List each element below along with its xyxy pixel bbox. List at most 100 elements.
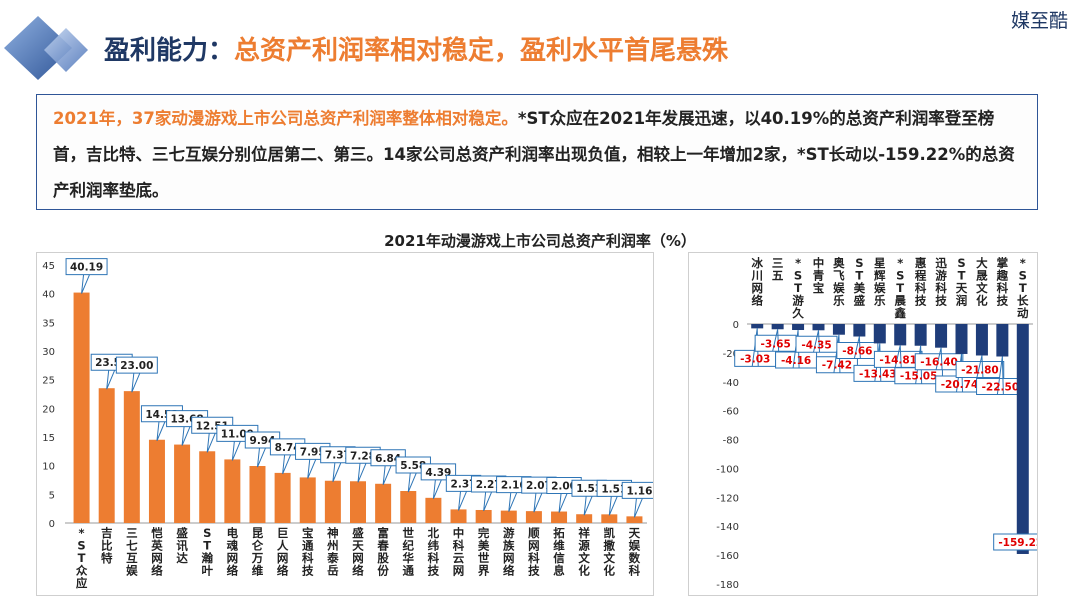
data-label: 7.95 bbox=[300, 446, 326, 458]
data-label: -3.03 bbox=[740, 353, 770, 365]
x-tick-label: 世纪华通 bbox=[403, 526, 415, 578]
data-label: 8.74 bbox=[275, 442, 301, 454]
bar bbox=[1016, 324, 1029, 554]
bar bbox=[955, 324, 968, 354]
bar bbox=[894, 324, 907, 346]
x-tick-label: 祥源文化 bbox=[577, 526, 590, 578]
y-tick-label: -60 bbox=[723, 407, 739, 418]
data-label-box bbox=[621, 481, 653, 518]
bar bbox=[935, 324, 948, 348]
x-tick-label: 冰川网络 bbox=[750, 256, 763, 308]
data-label: -8.66 bbox=[842, 346, 872, 358]
y-tick-label: -40 bbox=[723, 378, 739, 389]
data-label: 1.16 bbox=[626, 485, 652, 497]
y-tick-label: 10 bbox=[42, 462, 55, 473]
data-label: -4.16 bbox=[781, 355, 811, 367]
x-tick-label: 电魂网络 bbox=[227, 526, 239, 578]
bar bbox=[350, 481, 366, 523]
x-tick-label: 宝通科技 bbox=[302, 526, 314, 578]
bar bbox=[299, 477, 316, 523]
positive-chart-panel: 0 5 10 15 20 25 30 35 40 45 40.19 * S T 众应 23.51 吉比特 23.0… bbox=[36, 252, 654, 596]
x-tick-label: 中青宝 bbox=[813, 256, 825, 295]
y-tick-label: -180 bbox=[716, 580, 739, 591]
data-label: -13.43 bbox=[859, 368, 897, 380]
data-label: 9.94 bbox=[250, 435, 276, 447]
data-label: 2.27 bbox=[476, 479, 502, 491]
bar bbox=[832, 324, 845, 335]
bar bbox=[771, 324, 784, 330]
y-tick-label: 15 bbox=[42, 433, 55, 444]
x-tick-label: 完美世界 bbox=[478, 526, 490, 578]
x-tick-label: 迅游科技 bbox=[935, 256, 947, 308]
y-tick-label: 20 bbox=[42, 404, 55, 415]
bar bbox=[626, 516, 643, 523]
data-label-box bbox=[65, 258, 108, 294]
y-tick-label: -140 bbox=[716, 522, 739, 533]
y-tick-label: 5 bbox=[49, 490, 55, 501]
x-tick-label: * S T 游久 bbox=[791, 256, 804, 320]
x-tick-label: 顺网科技 bbox=[528, 526, 540, 578]
data-label: 40.19 bbox=[70, 262, 103, 274]
data-label: -4.35 bbox=[801, 339, 831, 351]
x-tick-label: S T 瀚叶 bbox=[201, 526, 213, 578]
x-tick-label: 富春股份 bbox=[377, 526, 389, 578]
x-tick-label: 大晟文化 bbox=[976, 256, 988, 308]
data-label: -21.80 bbox=[961, 364, 999, 376]
y-tick-label: -100 bbox=[716, 464, 739, 475]
summary-box: 2021年，37家动漫游戏上市公司总资产利润率整体相对稳定。*ST众应在2021… bbox=[36, 94, 1038, 210]
bar bbox=[914, 324, 927, 346]
x-tick-label: * S T 晨鑫 bbox=[893, 256, 906, 320]
bar bbox=[576, 514, 593, 523]
bar bbox=[450, 509, 467, 523]
y-tick-label: -20 bbox=[723, 349, 739, 360]
x-tick-label: 星辉娱乐 bbox=[874, 256, 886, 308]
title-main: 总资产利润率相对稳定，盈利水平首尾悬殊 bbox=[234, 36, 729, 66]
x-tick-label: 巨人网络 bbox=[277, 526, 289, 578]
x-tick-label: 掌趣科技 bbox=[996, 256, 1009, 308]
bar bbox=[199, 451, 216, 523]
data-label: 5.58 bbox=[400, 460, 426, 472]
x-tick-label: 昆仑万维 bbox=[251, 526, 264, 578]
bar bbox=[601, 514, 618, 523]
x-tick-label: 盛讯达 bbox=[176, 526, 188, 565]
x-tick-label: 三五 bbox=[772, 256, 784, 283]
y-tick-label: 45 bbox=[42, 261, 55, 272]
x-tick-label: 盛天网络 bbox=[352, 526, 364, 578]
bar bbox=[174, 444, 191, 523]
x-tick-label: 凯撒文化 bbox=[604, 526, 616, 578]
x-tick-label: 三七互娱 bbox=[126, 526, 138, 578]
bar bbox=[525, 511, 542, 523]
data-label: 23.00 bbox=[120, 360, 153, 372]
data-label: -15.05 bbox=[900, 371, 938, 383]
page-title: 盈利能力：总资产利润率相对稳定，盈利水平首尾悬殊 bbox=[104, 30, 728, 67]
bar bbox=[123, 391, 140, 523]
y-tick-label: 0 bbox=[49, 519, 55, 530]
brand-logo-text: 媒至酷 bbox=[1010, 10, 1068, 32]
data-label: 2.16 bbox=[501, 480, 527, 492]
bar bbox=[425, 497, 442, 523]
data-label: 7.28 bbox=[350, 450, 376, 462]
y-tick-label: -80 bbox=[723, 436, 739, 447]
data-label: 1.51 bbox=[601, 483, 627, 495]
title-prefix: 盈利能力： bbox=[104, 36, 235, 66]
bar bbox=[751, 324, 764, 329]
data-label: -14.81 bbox=[879, 354, 917, 366]
data-label: 4.39 bbox=[425, 467, 451, 479]
bar bbox=[475, 509, 492, 523]
x-tick-label: 奥飞娱乐 bbox=[832, 256, 845, 308]
data-label: 1.53 bbox=[576, 483, 602, 495]
x-tick-label: 天娱数科 bbox=[629, 526, 641, 578]
chart-title: 2021年动漫游戏上市公司总资产利润率（%） bbox=[384, 232, 696, 250]
y-tick-label: -120 bbox=[716, 493, 739, 504]
data-label-box bbox=[993, 533, 1037, 551]
x-tick-label: 游族网络 bbox=[503, 526, 515, 578]
diamond-logo-icon bbox=[4, 16, 88, 80]
x-tick-label: 神州泰岳 bbox=[326, 526, 339, 578]
x-tick-label: * S T 长动 bbox=[1017, 256, 1029, 320]
y-tick-label: 25 bbox=[42, 376, 55, 387]
x-tick-label: S T 美盛 bbox=[854, 256, 866, 308]
y-tick-label: 40 bbox=[42, 290, 55, 301]
bar bbox=[148, 439, 165, 523]
bar bbox=[873, 324, 886, 344]
bar bbox=[224, 459, 241, 523]
